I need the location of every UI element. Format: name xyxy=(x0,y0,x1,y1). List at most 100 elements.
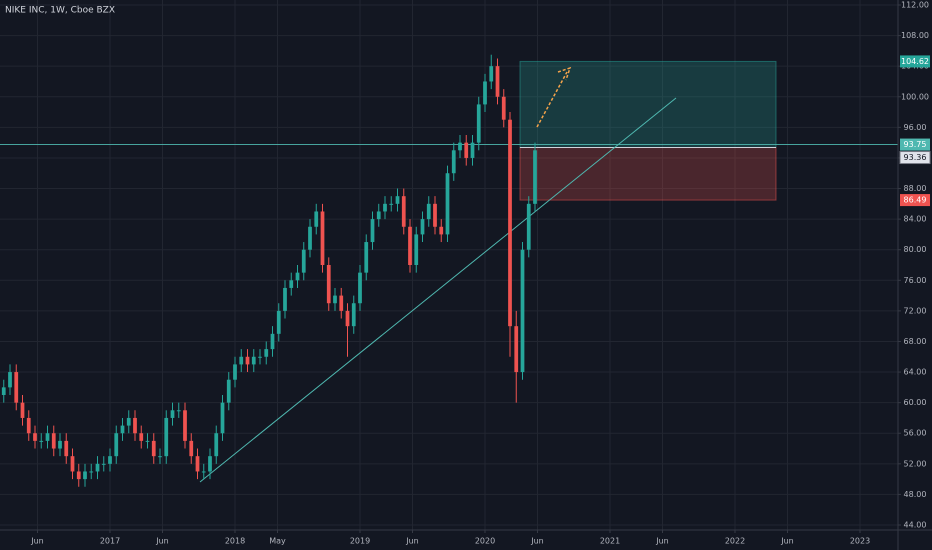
x-tick-label: 2020 xyxy=(475,537,495,546)
candle-body xyxy=(314,211,319,227)
candle-body xyxy=(1,387,6,395)
candle-body xyxy=(114,433,119,457)
y-tick-label: 76.00 xyxy=(904,276,927,285)
grid xyxy=(0,0,898,530)
candle-body xyxy=(226,379,231,403)
candle-body xyxy=(158,456,162,458)
candle-body xyxy=(433,203,437,227)
y-tick-label: 96.00 xyxy=(904,123,927,132)
candle-body xyxy=(520,249,525,373)
candles xyxy=(1,54,537,487)
candle-body xyxy=(401,196,406,227)
candle-body xyxy=(239,356,244,365)
candle-body xyxy=(33,433,37,441)
candle-body xyxy=(464,142,469,158)
candle-body xyxy=(376,211,381,220)
stop-label-bg xyxy=(900,194,930,207)
candle-body xyxy=(64,440,69,457)
x-tick-label: 2022 xyxy=(725,537,745,546)
candle-body xyxy=(139,433,144,441)
candle-body xyxy=(220,402,225,434)
candle-body xyxy=(289,280,294,288)
candle-body xyxy=(414,234,419,265)
candle-body xyxy=(14,372,19,403)
stop-label: 86.49 xyxy=(904,196,927,205)
candle-body xyxy=(476,104,481,143)
candle-body xyxy=(201,471,206,473)
candle-body xyxy=(264,349,269,357)
candle-body xyxy=(483,81,487,105)
candle-body xyxy=(8,372,12,388)
candle-body xyxy=(308,226,312,250)
x-tick-label: 2021 xyxy=(600,537,620,546)
candle-body xyxy=(164,417,169,457)
candle-body xyxy=(45,433,50,441)
candle-body xyxy=(345,310,350,327)
candle-body xyxy=(326,265,331,304)
candle-body xyxy=(364,242,369,273)
arrow-head xyxy=(557,66,572,81)
candle-body xyxy=(120,425,125,434)
candle-body xyxy=(258,356,262,358)
candle-body xyxy=(39,440,44,442)
candle-body xyxy=(101,463,106,465)
trend-line xyxy=(199,97,677,483)
y-tick-label: 80.00 xyxy=(904,245,927,254)
candle-body xyxy=(83,471,87,480)
candle-body xyxy=(20,402,25,418)
candle-body xyxy=(458,142,462,151)
candle-body xyxy=(533,150,537,204)
candle-body xyxy=(395,196,400,204)
candle-body xyxy=(108,456,112,464)
candle-body xyxy=(295,272,300,281)
x-tick-label: 2019 xyxy=(350,537,370,546)
candle-body xyxy=(514,326,519,373)
axes: 44.00 48.00 52.00 56.00 60.00 64.00 68.00 72.00… xyxy=(30,1,931,546)
y-tick-label: 88.00 xyxy=(904,184,927,193)
target-label: 104.62 xyxy=(901,57,929,66)
x-tick-label: 2018 xyxy=(225,537,245,546)
candle-body xyxy=(170,410,175,418)
candle-body xyxy=(133,417,137,434)
position-zones xyxy=(0,60,898,201)
y-tick-label: 72.00 xyxy=(904,306,927,315)
y-tick-label: 84.00 xyxy=(904,215,927,224)
entry-label: 93.36 xyxy=(904,153,927,162)
candle-body xyxy=(151,440,156,457)
candle-body xyxy=(351,303,356,327)
candle-body xyxy=(508,119,512,327)
candle-body xyxy=(51,433,56,449)
y-tick-label: 56.00 xyxy=(904,429,927,438)
candle-body xyxy=(489,66,494,82)
x-tick-label: May xyxy=(269,537,286,546)
y-tick-label: 44.00 xyxy=(904,521,927,530)
candle-body xyxy=(95,463,100,472)
y-tick-label: 112.00 xyxy=(901,1,929,10)
candle-body xyxy=(245,356,250,365)
candle-body xyxy=(426,203,431,220)
candle-body xyxy=(383,203,387,212)
candle-body xyxy=(195,456,200,472)
candle-body xyxy=(89,471,94,473)
chart-title: NIKE INC, 1W, Cboe BZX xyxy=(5,6,115,16)
candle-body xyxy=(451,150,456,174)
y-tick-label: 52.00 xyxy=(904,459,927,468)
x-tick-label: Jun xyxy=(405,537,419,546)
y-tick-label: 60.00 xyxy=(904,398,927,407)
x-tick-label: 2023 xyxy=(850,537,870,546)
x-tick-label: Jun xyxy=(530,537,544,546)
candle-body xyxy=(420,219,425,235)
candle-body xyxy=(501,96,506,120)
y-tick-label: 100.00 xyxy=(901,92,929,101)
candle-body xyxy=(339,295,344,311)
candle-body xyxy=(208,456,212,472)
x-tick-label: 2017 xyxy=(100,537,120,546)
entry-label-bg xyxy=(899,151,931,165)
candle-body xyxy=(301,249,306,273)
candle-body xyxy=(526,203,531,250)
candle-body xyxy=(333,295,337,304)
candle-body xyxy=(283,287,287,311)
loss-zone xyxy=(519,147,777,201)
candle-body xyxy=(251,356,256,365)
